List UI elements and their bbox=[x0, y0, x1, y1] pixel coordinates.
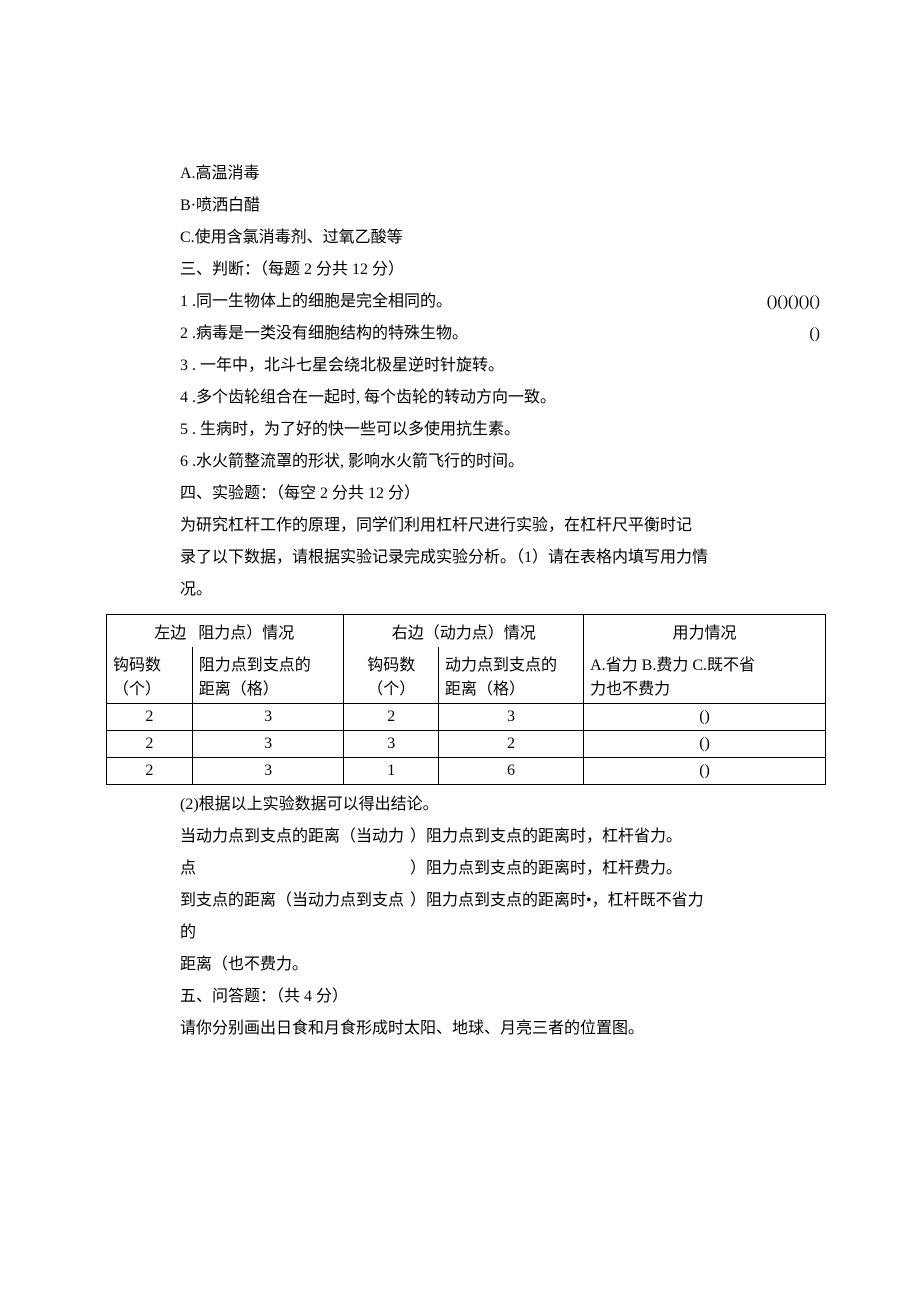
judgement-item-2: 2 .病毒是一类没有细胞结构的特殊生物。 () bbox=[180, 318, 820, 350]
table-cell: 3 bbox=[439, 704, 584, 731]
table-header-cell: 动力点到支点的 距离（格） bbox=[439, 647, 584, 704]
table-cell: 3 bbox=[192, 704, 344, 731]
conclusion-right-1: ）阻力点到支点的距离时，杠杆省力。 bbox=[410, 821, 790, 853]
section-4-intro-1: 为研究杠杆工作的原理，同学们利用杠杆尺进行实验，在杠杆尺平衡时记 bbox=[180, 510, 790, 542]
table-header-cell: 用力情况 bbox=[584, 615, 826, 648]
table-cell: 1 bbox=[344, 758, 439, 785]
answer-options: A.高温消毒 B·喷洒白醋 C.使用含氯消毒剂、过氧乙酸等 bbox=[180, 158, 790, 254]
section-4-intro-3: 况。 bbox=[180, 574, 790, 606]
table-header-row-1: 左边 阻力点）情况 右边（动力点）情况 用力情况 bbox=[107, 615, 826, 648]
option-c: C.使用含氯消毒剂、过氧乙酸等 bbox=[180, 222, 790, 254]
option-b: B·喷洒白醋 bbox=[180, 190, 790, 222]
cell-text: 钩码数 bbox=[367, 657, 415, 674]
judgement-item-3: 3 . 一年中，北斗七星会绕北极星逆时针旋转。 bbox=[180, 350, 790, 382]
judgement-blank[interactable]: () bbox=[809, 318, 820, 350]
table-cell: 3 bbox=[344, 731, 439, 758]
cell-text: （个） bbox=[367, 681, 415, 698]
section-4-heading: 四、实验题：（每空 2 分共 12 分） bbox=[180, 478, 790, 510]
cell-text: （个） bbox=[113, 681, 161, 698]
document-content: A.高温消毒 B·喷洒白醋 C.使用含氯消毒剂、过氧乙酸等 三、判断：（每题 2… bbox=[180, 158, 790, 1045]
conclusion-left-2: 到支点的距离（当动力点到支点的 bbox=[180, 885, 410, 949]
conclusion-left: 当动力点到支点的距离（当动力点 到支点的距离（当动力点到支点的 距离（也不费力。 bbox=[180, 821, 410, 981]
table-cell-blank[interactable]: () bbox=[584, 704, 826, 731]
table-cell: 2 bbox=[344, 704, 439, 731]
judgement-item-4: 4 .多个齿轮组合在一起时, 每个齿轮的转动方向一致。 bbox=[180, 382, 790, 414]
table-cell-blank[interactable]: () bbox=[584, 758, 826, 785]
table-header-cell: 左边 bbox=[107, 615, 193, 648]
conclusion-left-3: 距离（也不费力。 bbox=[180, 949, 410, 981]
judgement-blank[interactable]: ()()()()() bbox=[767, 286, 820, 318]
table-cell: 6 bbox=[439, 758, 584, 785]
cell-text: 钩码数 bbox=[113, 657, 161, 674]
cell-text: 距离（格） bbox=[445, 681, 525, 698]
lever-experiment-table: 左边 阻力点）情况 右边（动力点）情况 用力情况 钩码数 （个） 阻力点到支点的… bbox=[106, 614, 826, 785]
conclusion-right: ）阻力点到支点的距离时，杠杆省力。 ）阻力点到支点的距离时，杠杆费力。 ）阻力点… bbox=[410, 821, 790, 981]
table-cell: 2 bbox=[439, 731, 584, 758]
conclusion-heading: (2)根据以上实验数据可以得出结论。 bbox=[180, 789, 790, 821]
cell-text: 阻力点到支点的 bbox=[199, 657, 311, 674]
table-header-cell: 阻力点到支点的 距离（格） bbox=[192, 647, 344, 704]
table-header-cell: A.省力 B.费力 C.既不省 力也不费力 bbox=[584, 647, 826, 704]
conclusion-right-3: ）阻力点到支点的距离时•，杠杆既不省力 bbox=[410, 885, 790, 917]
table-header-cell: 钩码数 （个） bbox=[107, 647, 193, 704]
table-cell: 2 bbox=[107, 731, 193, 758]
judgement-item-6: 6 .水火箭整流罩的形状, 影响水火箭飞行的时间。 bbox=[180, 446, 790, 478]
section-5-text: 请你分别画出日食和月食形成时太阳、地球、月亮三者的位置图。 bbox=[180, 1013, 790, 1045]
judgement-text: 2 .病毒是一类没有细胞结构的特殊生物。 bbox=[180, 318, 468, 350]
table-row: 2 3 2 3 () bbox=[107, 704, 826, 731]
judgement-item-5b: 5 . 生病时，为了好的快一些可以多使用抗生素。 bbox=[180, 414, 790, 446]
table-row: 2 3 3 2 () bbox=[107, 731, 826, 758]
cell-text: 距离（格） bbox=[199, 681, 279, 698]
judgement-text: 1 .同一生物体上的细胞是完全相同的。 bbox=[180, 286, 452, 318]
section-4-intro-2: 录了以下数据，请根据实验记录完成实验分析。（1）请在表格内填写用力情 bbox=[180, 542, 790, 574]
option-a: A.高温消毒 bbox=[180, 158, 790, 190]
table-header-cell: 钩码数 （个） bbox=[344, 647, 439, 704]
conclusion-block: 当动力点到支点的距离（当动力点 到支点的距离（当动力点到支点的 距离（也不费力。… bbox=[180, 821, 790, 981]
conclusion-left-1: 当动力点到支点的距离（当动力点 bbox=[180, 821, 410, 885]
table-cell: 3 bbox=[192, 758, 344, 785]
table-cell: 2 bbox=[107, 704, 193, 731]
cell-text: 力也不费力 bbox=[590, 681, 670, 698]
conclusion-right-2: ）阻力点到支点的距离时，杠杆费力。 bbox=[410, 853, 790, 885]
section-5-heading: 五、问答题：（共 4 分） bbox=[180, 981, 790, 1013]
table-header-cell: 阻力点）情况 bbox=[192, 615, 344, 648]
table-cell-blank[interactable]: () bbox=[584, 731, 826, 758]
section-3-heading: 三、判断：（每题 2 分共 12 分） bbox=[180, 254, 790, 286]
cell-text: 动力点到支点的 bbox=[445, 657, 557, 674]
table-header-cell: 右边（动力点）情况 bbox=[344, 615, 584, 648]
table-cell: 2 bbox=[107, 758, 193, 785]
judgement-item-1: 1 .同一生物体上的细胞是完全相同的。 ()()()()() bbox=[180, 286, 820, 318]
table-row: 2 3 1 6 () bbox=[107, 758, 826, 785]
cell-text: A.省力 B.费力 C.既不省 bbox=[590, 657, 755, 674]
table-header-row-2: 钩码数 （个） 阻力点到支点的 距离（格） 钩码数 （个） 动力点到支点的 距离… bbox=[107, 647, 826, 704]
table-cell: 3 bbox=[192, 731, 344, 758]
